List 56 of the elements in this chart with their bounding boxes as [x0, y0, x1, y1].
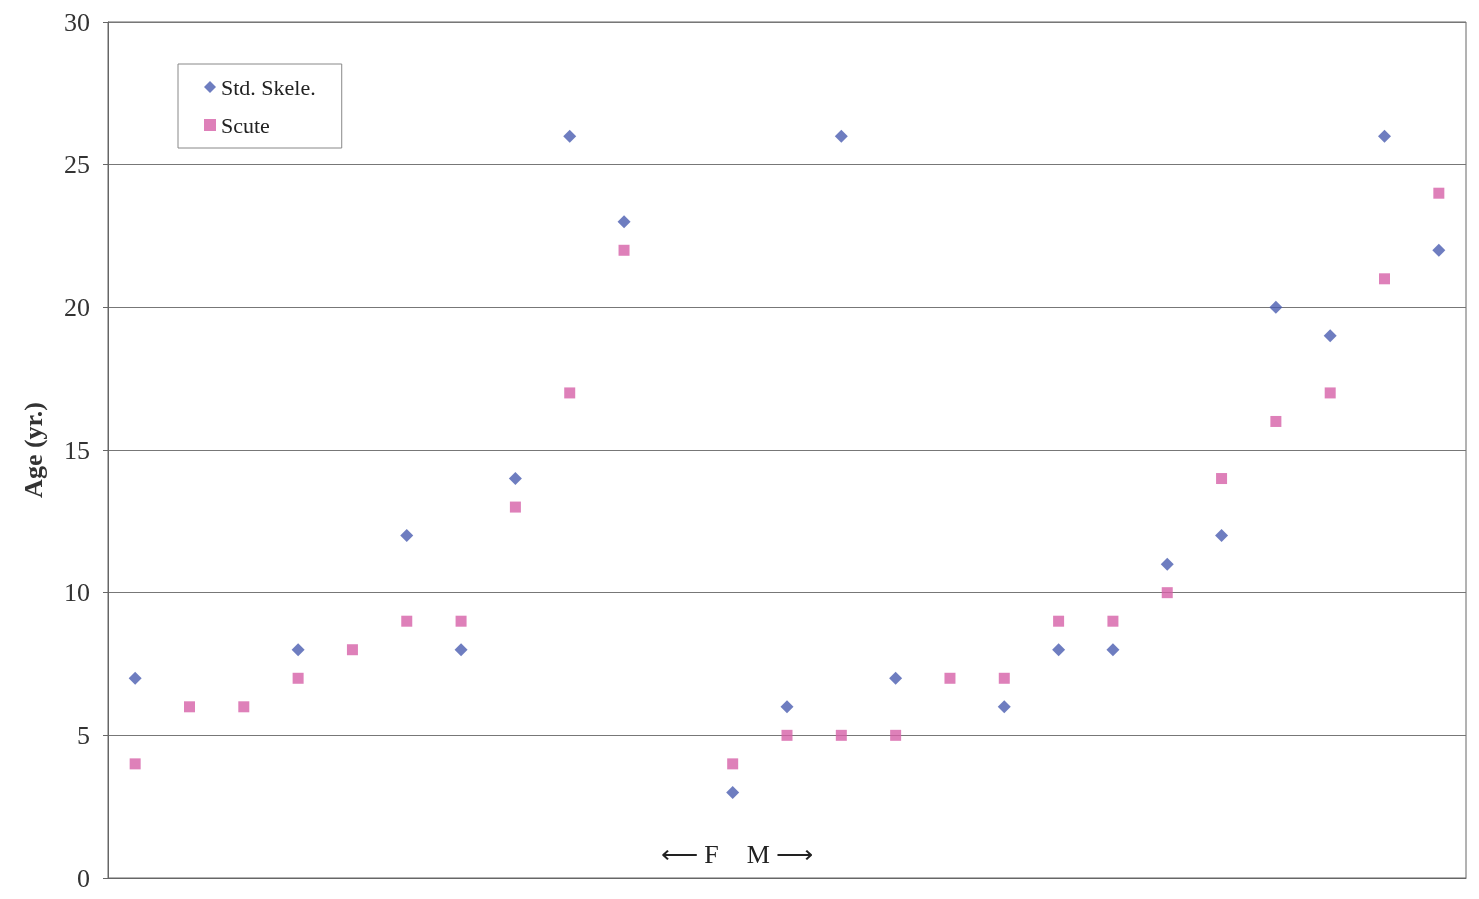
point — [1324, 387, 1336, 399]
y-axis-title: Age (yr.) — [18, 402, 48, 498]
point — [781, 729, 793, 741]
y-tick-label: 0 — [77, 863, 90, 893]
point — [1160, 557, 1174, 571]
point — [401, 615, 413, 627]
point — [889, 671, 903, 685]
point — [1106, 643, 1120, 657]
annotation: M ⟶ — [746, 839, 814, 869]
point — [454, 643, 468, 657]
point — [944, 672, 956, 684]
point — [780, 700, 794, 714]
point — [291, 643, 305, 657]
point — [1432, 243, 1446, 257]
point — [564, 387, 576, 399]
point — [1215, 529, 1229, 543]
point — [1378, 129, 1392, 143]
point — [183, 701, 195, 713]
annotation: ⟵ F — [660, 839, 719, 869]
point — [400, 529, 414, 543]
y-tick-label: 25 — [64, 150, 90, 180]
point — [1161, 587, 1173, 599]
point — [129, 758, 141, 770]
y-tick-label: 15 — [64, 435, 90, 465]
point — [1270, 415, 1282, 427]
point — [292, 672, 304, 684]
y-tick-label: 10 — [64, 578, 90, 608]
point — [617, 215, 631, 229]
point — [346, 644, 358, 656]
point — [1052, 643, 1066, 657]
point — [563, 129, 577, 143]
point — [834, 129, 848, 143]
y-tick-label: 5 — [77, 720, 90, 750]
y-tick-label: 20 — [64, 292, 90, 322]
point — [1323, 329, 1337, 343]
point — [1107, 615, 1119, 627]
point — [835, 729, 847, 741]
legend-label: Scute — [221, 112, 270, 138]
point — [1379, 273, 1391, 285]
point — [727, 758, 739, 770]
point — [726, 785, 740, 799]
point — [1269, 300, 1283, 314]
point — [998, 672, 1010, 684]
legend-label: Std. Skele. — [221, 74, 316, 100]
point — [890, 729, 902, 741]
point — [508, 472, 522, 486]
point — [1216, 473, 1228, 485]
point — [1433, 187, 1445, 199]
point — [997, 700, 1011, 714]
point — [509, 501, 521, 513]
point — [1053, 615, 1065, 627]
point — [618, 244, 630, 256]
point — [128, 671, 142, 685]
point — [238, 701, 250, 713]
y-tick-label: 30 — [64, 7, 90, 37]
point — [455, 615, 467, 627]
